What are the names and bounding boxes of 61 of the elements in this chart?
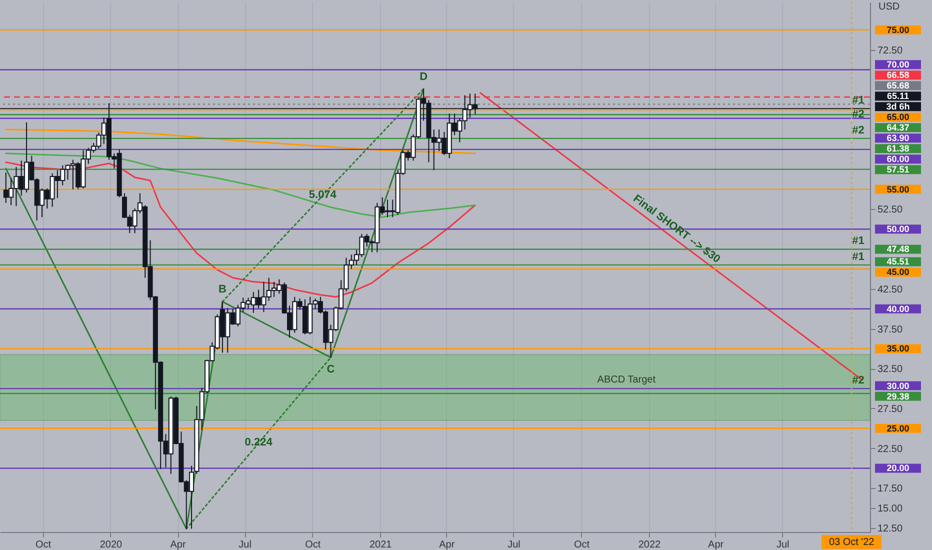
ref-line-label: 65.11 [886,91,910,102]
ref-line-label: 63.90 [886,133,910,144]
x-tick-label: Oct [305,540,321,550]
ref-line-label: 57.51 [886,164,910,175]
ref-line-label: 65.00 [886,112,910,122]
x-tick-label: 2021 [369,540,392,550]
annotation: #2 [852,124,864,136]
line-series [5,152,476,218]
text: 3d 6h [886,102,910,112]
ref-line-label: 40.00 [886,304,910,314]
y-tick-label: 37.50 [878,324,903,336]
y-tick-label: 52.50 [878,204,903,216]
x-tick-label: 2022 [638,540,662,550]
y-tick-label: 27.50 [878,404,903,415]
y-tick-label: 22.50 [878,444,903,455]
ref-line-label: 60.00 [886,154,910,164]
annotation: 5.074 [308,188,338,201]
y-tick-label: 17.50 [878,484,903,495]
ref-line-label: 30.00 [886,380,910,391]
ref-line-label: 50.00 [886,224,910,234]
x-tick-label: Oct [574,540,590,550]
annotation: 0.224 [244,436,274,449]
x-tick-label: Jul [508,540,520,550]
band-label: ABCD Target [597,374,656,386]
y-tick-label: 42.50 [878,284,903,296]
x-tick-label: Apr [439,540,456,550]
annotation: #1 [852,235,864,248]
ref-line-label: 20.00 [886,463,910,474]
ref-line-label: 64.37 [886,122,910,133]
y-tick-label: 15.00 [878,504,903,515]
annotation: B [218,284,226,296]
x-tick-label: Jul [238,540,252,550]
ref-line-label: 75.00 [886,24,910,35]
x-tick-label: Apr [708,540,724,550]
ref-line-label: 61.38 [886,144,910,154]
ref-line-label: 29.38 [886,391,910,402]
ref-line-label: 45.51 [886,256,910,267]
ref-line-label: 55.00 [886,184,910,194]
ref-line-label: 35.00 [886,344,910,354]
annotation: C [326,363,335,376]
ref-line-label: 45.00 [886,267,910,278]
ref-line-label: 70.00 [886,60,910,70]
annotation: #2 [852,374,864,387]
y-tick-label: 32.50 [878,364,903,376]
x-tick-label: Apr [170,540,186,550]
line-series [5,161,476,298]
x-tick-label: Oct [35,540,52,550]
ref-line-label: 03 Oct '22 [828,537,875,548]
y-tick-label: 12.50 [878,524,903,535]
annotation: #1 [852,250,864,263]
line-series [5,128,476,154]
ref-line-label: 47.48 [886,244,910,254]
annotation: D [420,70,428,83]
ref-line-label: 25.00 [886,423,910,434]
x-tick-label: 2020 [100,540,123,550]
ref-line-label: 65.68 [886,80,910,91]
y-tick-label: 72.50 [878,45,903,56]
x-tick-label: Jul [776,540,790,550]
annotation: #1 [852,94,864,107]
y-axis-title: USD [878,2,900,12]
ref-line-label: 66.58 [886,70,910,80]
